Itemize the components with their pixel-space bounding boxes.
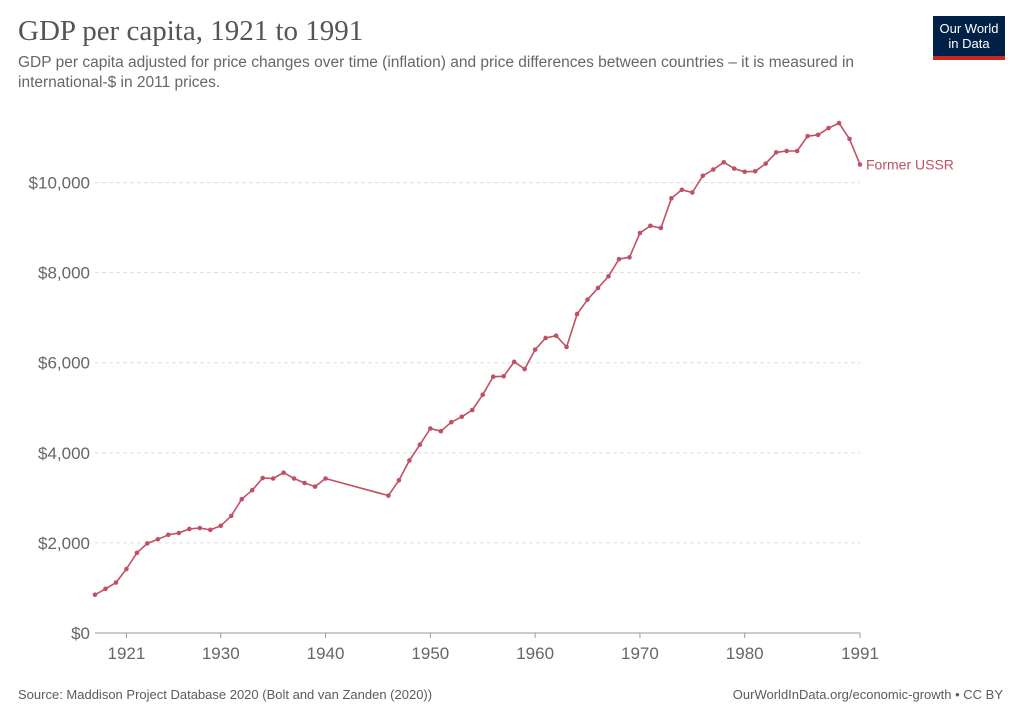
data-point [532, 347, 538, 352]
logo-line-2: in Data [948, 36, 990, 51]
owid-logo[interactable]: Our World in Data [933, 16, 1005, 60]
x-tick-label: 1950 [411, 644, 449, 663]
data-point [155, 537, 161, 542]
logo-line-1: Our World [939, 21, 999, 36]
data-point [249, 487, 255, 493]
data-point [407, 458, 412, 463]
data-point [103, 586, 108, 592]
x-tick-label: 1980 [726, 644, 764, 663]
data-point [239, 496, 245, 502]
data-point [197, 525, 203, 531]
data-point [721, 159, 727, 165]
data-point [323, 476, 328, 481]
data-point [700, 173, 706, 179]
data-point [606, 273, 611, 279]
data-point [92, 592, 98, 598]
x-tick-label: 1970 [621, 644, 659, 663]
data-point [616, 256, 622, 262]
chart-title: GDP per capita, 1921 to 1991 [18, 15, 364, 47]
data-point [501, 373, 506, 379]
data-point [228, 513, 234, 519]
data-point [648, 223, 653, 229]
data-point [679, 187, 685, 193]
data-point [312, 484, 318, 489]
data-point [784, 148, 789, 154]
data-point [459, 414, 465, 420]
data-point [113, 580, 119, 585]
data-point [438, 428, 444, 434]
license-link[interactable]: OurWorldInData.org/economic-growth • CC … [732, 687, 1003, 702]
data-point [543, 335, 548, 341]
series-label: Former USSR [866, 157, 954, 173]
data-point [658, 225, 664, 231]
data-point [815, 132, 821, 138]
data-point [669, 196, 674, 201]
y-tick-label: $2,000 [38, 534, 90, 553]
x-tick-label: 1940 [307, 644, 345, 663]
data-point [637, 230, 643, 236]
data-point [469, 407, 475, 413]
data-point [270, 476, 276, 481]
data-point [302, 480, 307, 486]
data-point [805, 133, 810, 139]
data-point [207, 527, 213, 533]
y-tick-label: $6,000 [38, 354, 90, 373]
data-point [752, 169, 758, 174]
data-point [166, 532, 171, 538]
source-note[interactable]: Source: Maddison Project Database 2020 (… [18, 687, 433, 702]
series-line [94, 122, 861, 596]
data-point [428, 426, 433, 431]
data-point [574, 311, 580, 317]
data-point [731, 166, 737, 171]
data-point [847, 136, 852, 142]
data-point [176, 530, 182, 536]
data-point [836, 120, 842, 126]
data-point [145, 541, 150, 546]
data-point [134, 550, 140, 556]
y-tick-label: $0 [71, 624, 90, 643]
data-point [742, 169, 748, 175]
data-point [480, 392, 486, 398]
data-point [553, 333, 559, 339]
data-point [449, 419, 454, 425]
x-tick-label: 1991 [841, 644, 879, 663]
data-point [710, 167, 716, 172]
data-point [218, 523, 224, 529]
data-point [511, 359, 517, 365]
data-point [124, 566, 129, 572]
data-point [773, 150, 779, 155]
chart-subtitle: GDP per capita adjusted for price change… [18, 54, 855, 92]
y-tick-label: $4,000 [38, 444, 90, 463]
data-point [595, 285, 601, 291]
data-point [417, 442, 423, 448]
y-tick-label: $10,000 [29, 174, 90, 193]
data-point [585, 297, 590, 302]
x-tick-label: 1930 [202, 644, 240, 663]
data-point [857, 162, 863, 167]
data-point [522, 366, 527, 372]
data-point [386, 493, 391, 498]
y-tick-label: $8,000 [38, 264, 90, 283]
data-point [627, 255, 632, 260]
data-point [763, 161, 768, 166]
data-point [260, 475, 265, 481]
data-point [826, 125, 831, 131]
data-point [187, 526, 192, 532]
data-point [564, 344, 569, 350]
x-tick-label: 1921 [108, 644, 146, 663]
data-point [281, 470, 286, 475]
data-point [690, 190, 695, 195]
data-point [794, 148, 800, 154]
x-tick-label: 1960 [516, 644, 554, 663]
data-point [490, 374, 496, 380]
data-point [291, 476, 297, 481]
data-point [396, 478, 402, 483]
